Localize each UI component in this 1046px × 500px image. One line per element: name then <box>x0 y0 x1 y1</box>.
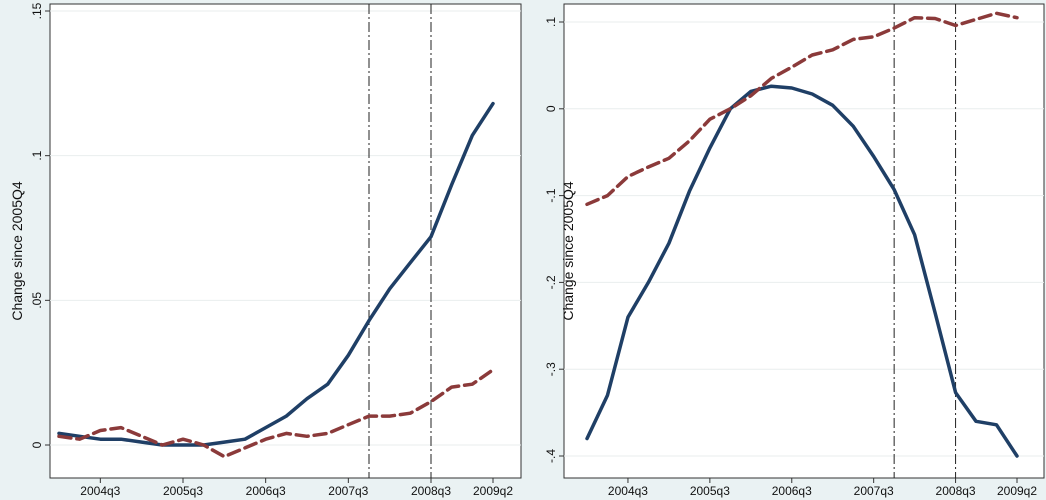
x-tick-label: 2004q3 <box>608 484 648 498</box>
y-axis-title: Change since 2005Q4 <box>9 181 25 321</box>
y-tick-label: .15 <box>30 2 44 19</box>
x-tick-label: 2009q2 <box>473 484 513 498</box>
y-tick-label: -.1 <box>544 188 558 202</box>
y-tick-label: -.3 <box>544 362 558 376</box>
x-tick-label: 2006q3 <box>246 484 286 498</box>
x-tick-label: 2005q3 <box>690 484 730 498</box>
x-tick-label: 2006q3 <box>772 484 812 498</box>
x-tick-label: 2004q3 <box>80 484 120 498</box>
y-axis-title: Change since 2005Q4 <box>560 181 576 321</box>
plot-area <box>49 3 522 479</box>
series-line-dashed <box>57 368 495 459</box>
y-tick-label: 0 <box>30 441 44 448</box>
y-tick-label: .05 <box>30 292 44 309</box>
x-tick-label: 2008q3 <box>936 484 976 498</box>
y-tick-label: .1 <box>30 150 44 160</box>
x-tick-label: 2007q3 <box>854 484 894 498</box>
series-line-dashed <box>585 11 1019 207</box>
x-tick-label: 2009q2 <box>997 484 1037 498</box>
series-line-solid <box>57 101 495 447</box>
chart-right: -.4 -.3 -.2 -.1 0 .1 2004q3 2005q3 2006q3 2007q3 2… <box>544 3 1045 498</box>
x-tick-label: 2005q3 <box>163 484 203 498</box>
x-tick-label: 2008q3 <box>411 484 451 498</box>
plot-area <box>563 3 1045 479</box>
series-line-solid <box>585 84 1019 458</box>
y-tick-label: .1 <box>544 17 558 27</box>
x-tick-label: 2007q3 <box>328 484 368 498</box>
y-tick-label: 0 <box>544 105 558 112</box>
y-tick-label: -.2 <box>544 275 558 289</box>
y-tick-label: -.4 <box>544 449 558 463</box>
chart-left: 0 .05 .1 .15 2004q3 2005q3 2006q3 2007q3 2008q3 2… <box>9 2 522 498</box>
